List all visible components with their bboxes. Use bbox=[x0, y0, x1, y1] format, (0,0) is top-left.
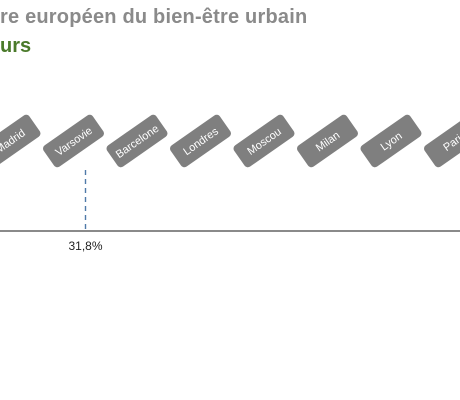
city-tag-moscou: Moscou bbox=[233, 114, 295, 168]
highlight-marker-group: 31,8% bbox=[68, 170, 103, 253]
city-tag-box bbox=[424, 114, 460, 168]
city-tag-box bbox=[297, 114, 358, 168]
chart-title: re européen du bien-être urbain bbox=[0, 6, 308, 28]
city-tag-barcelone: Barcelone bbox=[106, 114, 168, 168]
highlight-value-label: 31,8% bbox=[68, 239, 102, 253]
city-tags: Madrid Varsovie Barcelone Londres Moscou Mila… bbox=[0, 114, 460, 168]
city-tag-milan: Milan bbox=[297, 114, 358, 168]
city-tag-varsovie: Varsovie bbox=[43, 114, 104, 168]
city-tag-madrid: Madrid bbox=[0, 114, 41, 168]
chart-subtitle: urs bbox=[0, 35, 32, 57]
city-tag-londres: Londres bbox=[170, 114, 231, 168]
city-tag-lyon: Lyon bbox=[360, 114, 422, 168]
city-tag-box bbox=[360, 114, 422, 168]
city-tag-box bbox=[233, 114, 295, 168]
city-tag-box bbox=[43, 114, 104, 168]
city-tag-box bbox=[0, 114, 41, 168]
city-tag-box bbox=[106, 114, 168, 168]
city-tag-box bbox=[170, 114, 231, 168]
city-tag-paris: Paris bbox=[424, 114, 460, 168]
